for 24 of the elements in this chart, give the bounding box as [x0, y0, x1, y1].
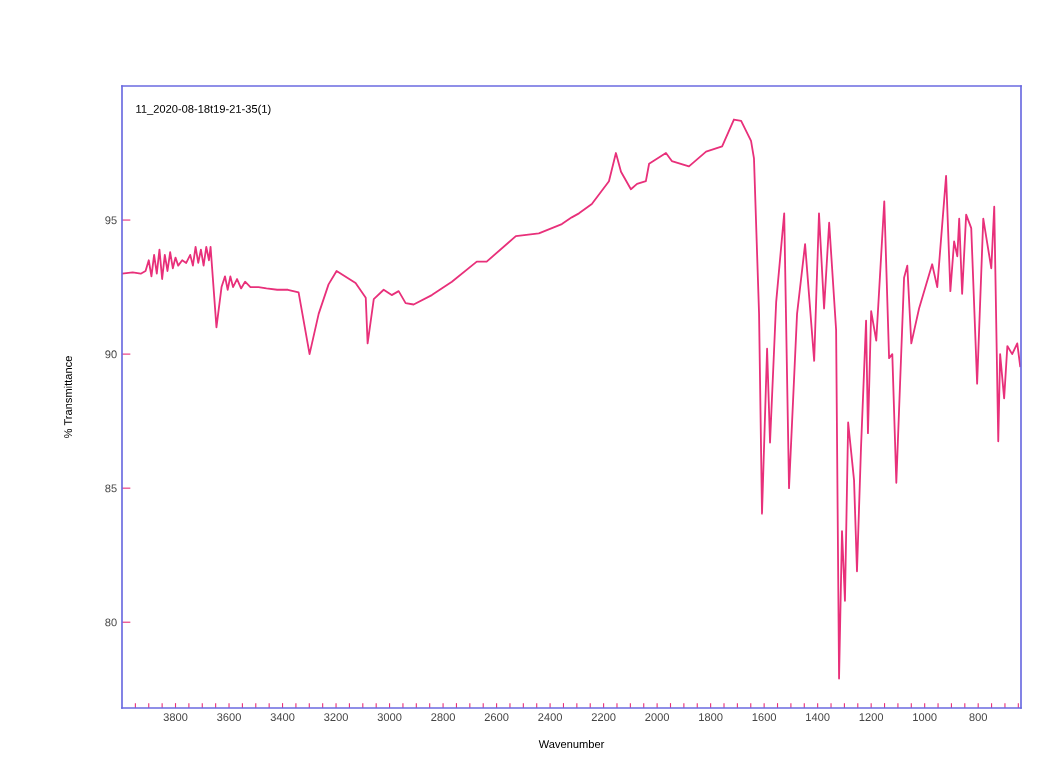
x-tick-label: 1400	[806, 713, 830, 722]
line-series	[122, 118, 1021, 680]
x-tick-label: 1200	[859, 713, 884, 722]
x-tick-label: 2400	[538, 713, 563, 722]
annotation: 11_2020-08-18t19-21-35(1)	[136, 104, 271, 116]
x-tick-label: 3800	[163, 713, 188, 722]
y-tick-label: 85	[105, 484, 117, 493]
y-tick-label: 90	[105, 350, 117, 359]
x-tick-label: 3000	[377, 713, 402, 722]
x-tick-label: 1000	[913, 713, 937, 722]
x-tick-label: 800	[969, 713, 988, 722]
x-tick-label: 2800	[431, 713, 455, 722]
x-tick-label: 3600	[217, 713, 241, 722]
x-tick-label: 2600	[484, 713, 509, 722]
x-tick-label: 1600	[752, 713, 777, 722]
x-tick-label: 3400	[270, 713, 295, 722]
x-tick-label: 2200	[591, 713, 616, 722]
x-tick-label: 2000	[645, 713, 670, 722]
y-axis-title: % Transmittance	[63, 356, 73, 438]
x-tick-label: 3200	[324, 713, 348, 722]
y-tick-label: 80	[105, 618, 117, 627]
y-tick-label: 95	[105, 216, 117, 225]
x-axis-title: Wavenumber	[538, 739, 605, 749]
x-tick-label: 1800	[699, 713, 723, 722]
